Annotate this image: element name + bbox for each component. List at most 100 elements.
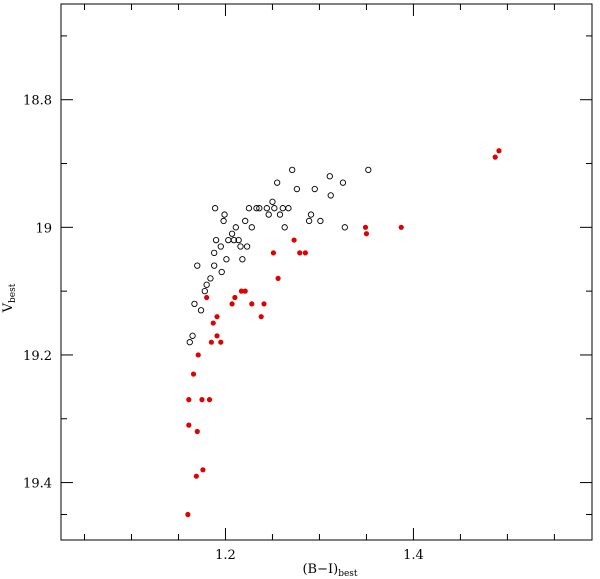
data-point-open	[276, 211, 284, 218]
data-point-filled-red	[270, 250, 276, 256]
data-point-open	[237, 243, 244, 250]
data-point-filled-red	[261, 301, 267, 307]
axis-ticks	[61, 4, 592, 540]
data-point-open	[207, 275, 214, 282]
data-point-open	[365, 166, 372, 174]
data-point-open	[232, 224, 239, 231]
data-point-filled-red	[297, 250, 303, 256]
data-point-filled-red	[258, 314, 264, 320]
data-point-open	[203, 281, 210, 288]
data-point-filled-red	[186, 422, 192, 428]
data-point-open	[279, 205, 286, 212]
data-point-open	[211, 249, 218, 257]
y-tick-label: 19	[35, 221, 52, 236]
data-point-open	[201, 287, 208, 295]
data-point-filled-red	[208, 339, 214, 345]
data-point-filled-red	[200, 467, 206, 473]
data-point-open	[256, 205, 263, 212]
data-point-open	[289, 166, 296, 174]
data-point-open	[220, 217, 227, 225]
data-point-open	[225, 236, 232, 244]
data-point-filled-red	[363, 231, 370, 237]
data-point-filled-red	[193, 473, 199, 479]
data-point-filled-red	[218, 339, 224, 345]
plot-frame	[60, 3, 593, 541]
y-axis-label: Vbest	[1, 283, 18, 313]
data-point-filled-red	[398, 224, 404, 230]
data-point-open	[191, 300, 198, 308]
data-point-open	[285, 205, 292, 212]
y-tick-label: 19.2	[23, 349, 52, 364]
data-point-filled-red	[232, 294, 238, 301]
data-point-filled-red	[194, 428, 200, 435]
data-point-filled-red	[302, 250, 308, 256]
data-point-filled-red	[186, 397, 192, 403]
data-point-filled-red	[238, 288, 245, 294]
data-point-open	[217, 243, 224, 250]
data-point-open	[186, 339, 193, 346]
data-point-open	[269, 198, 276, 205]
data-point-open	[243, 243, 251, 250]
data-point-open	[341, 224, 348, 231]
data-point-open	[248, 224, 255, 231]
data-point-filled-red	[199, 397, 205, 403]
data-point-open	[271, 205, 278, 212]
data-point-open	[245, 205, 253, 212]
data-point-open	[218, 268, 225, 276]
data-point-filled-red	[204, 294, 210, 301]
y-tick-labels: 18.8 19 19.2 19.4	[23, 94, 52, 492]
data-point-open	[317, 217, 324, 225]
data-point-open	[211, 205, 219, 212]
x-tick-label: 1.4	[403, 548, 424, 563]
data-point-open	[253, 205, 260, 212]
data-point-open	[305, 217, 313, 225]
data-point-open	[339, 179, 347, 186]
data-point-open	[293, 185, 301, 193]
data-point-open	[242, 217, 249, 225]
data-point-filled-red	[275, 275, 281, 281]
y-axis-label-subscript: best	[8, 283, 18, 303]
data-point-filled-red	[291, 237, 297, 243]
data-points	[185, 148, 502, 518]
data-point-open	[212, 236, 220, 244]
data-point-filled-red	[206, 397, 213, 403]
data-point-open	[326, 173, 333, 180]
data-point-open	[197, 307, 205, 314]
data-point-filled-red	[195, 352, 201, 358]
data-point-open	[327, 192, 334, 199]
data-point-open	[263, 205, 270, 212]
data-point-open	[230, 236, 238, 244]
data-point-open	[239, 256, 246, 263]
y-tick-label: 18.8	[23, 94, 52, 109]
x-tick-label: 1.2	[215, 548, 236, 563]
x-tick-labels: 1.2 1.4	[215, 548, 424, 563]
data-point-filled-red	[210, 320, 216, 326]
data-point-open	[223, 256, 230, 263]
x-axis-label-main: (B−I)	[302, 562, 338, 577]
data-point-filled-red	[190, 371, 197, 377]
x-axis-label: (B−I)best	[302, 562, 357, 579]
data-point-open	[274, 179, 281, 186]
data-point-filled-red	[496, 148, 502, 154]
y-axis-label-main: V	[1, 302, 16, 313]
data-point-filled-red	[249, 301, 255, 307]
data-point-filled-red	[492, 154, 498, 160]
data-point-open	[235, 236, 242, 244]
data-point-filled-red	[214, 314, 220, 320]
data-point-filled-red	[229, 301, 235, 307]
data-point-open	[228, 230, 236, 237]
data-point-filled-red	[362, 224, 369, 230]
data-point-open	[311, 185, 318, 193]
data-point-filled-red	[242, 288, 248, 294]
data-point-filled-red	[214, 333, 220, 339]
data-point-open	[189, 332, 196, 339]
data-point-open	[307, 211, 315, 218]
y-tick-label: 19.4	[23, 477, 52, 492]
data-point-filled-red	[185, 511, 191, 518]
data-point-open	[281, 224, 288, 231]
data-point-open	[211, 262, 218, 269]
data-point-open	[221, 211, 228, 218]
x-axis-label-subscript: best	[338, 569, 358, 579]
data-point-open	[265, 211, 272, 218]
